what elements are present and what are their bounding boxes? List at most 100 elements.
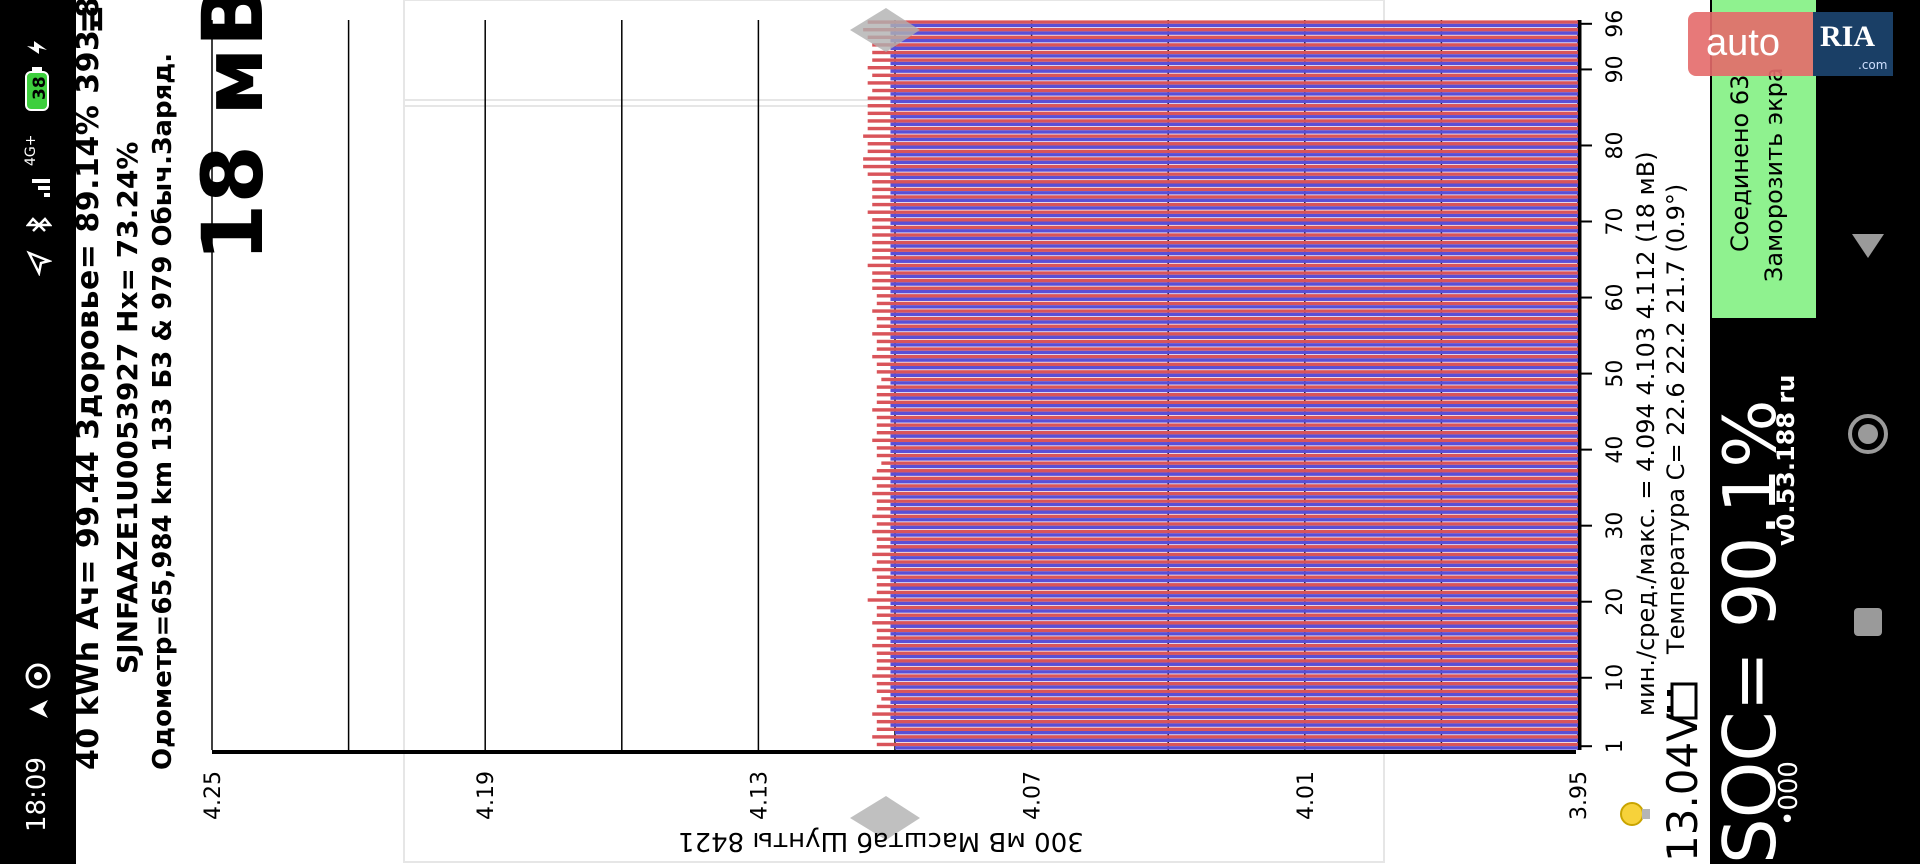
shunt-bar: [876, 545, 1578, 549]
voltage-bar: [890, 267, 1578, 271]
voltage-bar: [890, 236, 1578, 241]
voltage-bar: [890, 327, 1578, 332]
shunt-bar: [876, 590, 1578, 595]
shunt-bar: [876, 392, 1578, 397]
shunt-bar: [872, 43, 1578, 47]
shunt-bar: [863, 157, 1578, 161]
shunt-bar: [872, 332, 1578, 336]
scroll-down-icon[interactable]: [850, 796, 920, 840]
location-icon: [26, 250, 54, 277]
cell-tick-label: 40: [1603, 436, 1628, 464]
voltage-bar: [890, 320, 1578, 324]
shunt-bar: [872, 354, 1578, 359]
shunt-bar: [876, 704, 1578, 709]
cell-tick-label: 80: [1603, 131, 1628, 159]
voltage-bar: [890, 213, 1578, 218]
scale-label: 300 мВ Масштаб Шунты 8421: [678, 826, 1084, 856]
voltage-bar: [890, 586, 1578, 590]
home-icon[interactable]: [1846, 412, 1890, 460]
voltage-bar: [890, 639, 1578, 644]
shunt-bar: [872, 73, 1578, 78]
shunt-bar: [876, 628, 1578, 633]
system-status-bar: 18:09 4G+ 38: [0, 0, 76, 864]
shunt-bar: [872, 256, 1578, 260]
voltage-bar: [890, 388, 1578, 393]
voltage-bar: [890, 434, 1578, 438]
shunt-bar: [876, 636, 1578, 640]
voltage-bar: [890, 495, 1578, 499]
voltage-bar: [890, 244, 1578, 248]
voltage-bar: [890, 609, 1578, 613]
cell-tick-label: 10: [1603, 664, 1628, 692]
voltage-bar: [890, 115, 1578, 119]
shunt-bar: [876, 370, 1578, 374]
cell-voltage-chart: 1 10 20 30 40 50 60 70 80 90 96 4.25 4.19 4.13 4.07 4.…: [201, 0, 1628, 863]
voltage-bar: [890, 419, 1578, 423]
axis-tick-label: 4.01: [1294, 771, 1319, 820]
shunt-bar: [876, 484, 1578, 488]
shunt-bar: [876, 666, 1578, 671]
voltage-bar: [890, 700, 1578, 704]
shunt-bar: [876, 294, 1578, 298]
soc-sub: •000: [1774, 761, 1804, 826]
shunt-bar: [876, 453, 1578, 458]
shunt-bar: [872, 735, 1578, 739]
voltage-bar: [890, 715, 1578, 720]
shunt-bar: [876, 583, 1578, 587]
voltage-bar: [890, 601, 1578, 606]
shunt-bar: [876, 507, 1578, 511]
cell-tick-label: 70: [1603, 208, 1628, 236]
voltage-bar: [890, 198, 1578, 203]
shunt-bar: [881, 697, 1578, 701]
shunt-bar: [872, 438, 1578, 443]
shunt-bar: [872, 225, 1578, 230]
cell-tick-label: 96: [1603, 10, 1628, 38]
signal-icon: [24, 172, 52, 200]
shunt-bar: [876, 651, 1578, 655]
voltage-bar: [890, 692, 1578, 697]
shunt-bar: [876, 301, 1578, 306]
shunt-bar: [876, 575, 1578, 579]
voltage-bar: [890, 677, 1578, 682]
voltage-bar: [890, 251, 1578, 256]
version-label: v0.53.188 ru: [1772, 374, 1800, 546]
voltage-bar: [890, 297, 1578, 301]
voltage-bar: [890, 99, 1578, 104]
shunt-bar: [876, 727, 1578, 731]
shunt-bar: [863, 27, 1578, 32]
freeze-button[interactable]: Заморозить экра: [1760, 67, 1788, 282]
voltage-bar: [890, 77, 1578, 81]
bulb-icon: [1618, 796, 1654, 832]
axis-tick-label: 4.07: [1021, 771, 1046, 820]
shunt-bar: [867, 111, 1578, 116]
shunt-bar: [863, 164, 1578, 169]
voltage-bar: [890, 84, 1578, 89]
voltage-bar: [895, 730, 1578, 735]
shunt-bar: [867, 263, 1578, 268]
shunt-bar: [872, 195, 1578, 199]
back-icon[interactable]: [1850, 228, 1886, 268]
voltage-bar: [890, 533, 1578, 537]
voltage-bar: [890, 153, 1578, 157]
voltage-bar: [890, 510, 1578, 514]
shunt-bar: [872, 514, 1578, 519]
voltage-bar: [890, 206, 1578, 210]
shunt-bar: [872, 202, 1578, 207]
voltage-bar: [890, 548, 1578, 552]
axis-tick-label: 4.19: [474, 771, 499, 820]
voltage-bar: [890, 54, 1578, 58]
shunt-bar: [863, 134, 1578, 138]
cell-tick-label: 20: [1603, 588, 1628, 616]
voltage-bar: [890, 685, 1578, 689]
shunt-bar: [876, 499, 1578, 503]
voltage-bar: [890, 624, 1578, 628]
voltage-bar: [890, 39, 1578, 43]
axis-tick-label: 4.25: [201, 771, 226, 820]
voltage-bar: [890, 426, 1578, 431]
recents-icon[interactable]: [1852, 606, 1884, 642]
scroll-up-icon[interactable]: [850, 8, 920, 52]
shunt-bar: [876, 415, 1578, 420]
shunt-bar: [872, 278, 1578, 283]
shunt-bar: [872, 309, 1578, 313]
voltage-bar: [890, 69, 1578, 73]
